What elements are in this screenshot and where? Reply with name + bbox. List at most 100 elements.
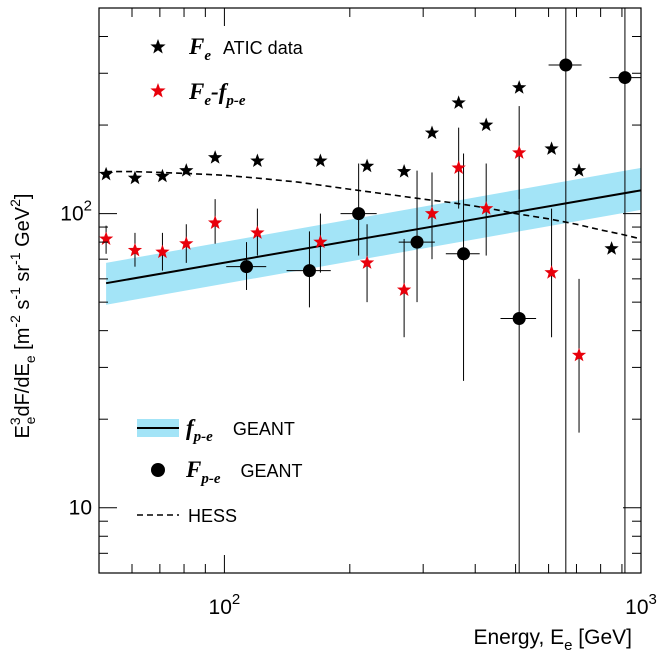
diff-point-6 <box>313 213 328 273</box>
red-star-marker <box>99 231 114 246</box>
legend-diff-sym2: f <box>219 79 229 104</box>
black-star-marker-7 <box>359 158 375 173</box>
red-star-marker <box>250 225 265 239</box>
y-label-part: 3 <box>7 417 23 425</box>
y-label-part: GeV <box>12 206 34 252</box>
circle-marker <box>457 247 471 261</box>
red-star-marker <box>127 242 143 257</box>
circle-marker <box>559 58 573 72</box>
plot-area <box>99 8 641 573</box>
y-label-part: sr <box>12 265 34 288</box>
circle-marker <box>410 235 424 249</box>
circle-point-4 <box>445 153 480 381</box>
legend-diff-sub1: e <box>204 93 211 109</box>
circle-point-0 <box>226 242 267 290</box>
legend-circle-marker <box>151 463 165 477</box>
diff-point-14 <box>571 278 587 433</box>
plot-frame <box>98 7 642 574</box>
diff-point-3 <box>179 224 194 263</box>
black-star-marker-0 <box>99 166 114 181</box>
black-star-marker-1 <box>127 170 143 185</box>
y-label-part: -1 <box>7 252 23 265</box>
fit-line <box>105 189 641 285</box>
red-star-marker <box>179 236 194 250</box>
red-star-marker <box>313 234 328 249</box>
black-star-marker-4 <box>207 150 223 164</box>
diff-point-2 <box>155 232 170 271</box>
red-star-marker <box>396 282 412 297</box>
x-tick-label-base: 10 <box>625 596 648 619</box>
circle-marker <box>240 260 254 274</box>
black-star-marker-2 <box>155 168 170 183</box>
black-star-marker-12 <box>512 80 527 94</box>
diff-point-0 <box>99 225 114 254</box>
y-label-part: ] <box>12 194 34 200</box>
y-tick-label-base: 10 <box>69 497 92 520</box>
diff-point-9 <box>424 172 440 260</box>
legend-hess-text: HESS <box>188 506 237 526</box>
black-star-marker-8 <box>396 164 412 178</box>
legend-diff-sub2: p-e <box>224 93 245 109</box>
y-axis-label: E3edF/dEe [m-2 s-1 sr-1 GeV2] <box>7 194 38 439</box>
x-tick-label-exp: 2 <box>232 591 240 608</box>
y-label-part: E <box>12 425 34 438</box>
legend-black-star <box>150 39 166 54</box>
y-label-part: e <box>22 416 38 424</box>
red-star-marker <box>544 265 559 279</box>
black-star-marker-5 <box>250 153 265 168</box>
black-star-marker-13 <box>544 141 559 155</box>
circle-marker <box>618 71 632 85</box>
red-star-marker <box>571 347 587 362</box>
diff-point-10 <box>451 127 466 209</box>
black-star-marker-15 <box>604 241 619 255</box>
y-tick-label-base: 10 <box>60 203 83 226</box>
legend-red-star <box>150 83 166 98</box>
diff-point-5 <box>250 208 265 256</box>
red-star-marker <box>424 206 440 220</box>
circle-marker <box>512 311 526 325</box>
legend-diff-label: Fe-fp-e <box>188 79 246 109</box>
red-star-marker <box>359 255 375 269</box>
black-star-marker-14 <box>571 163 587 177</box>
black-star-marker-6 <box>313 153 328 168</box>
y-label-part: s <box>12 300 34 316</box>
circle-marker <box>302 264 316 278</box>
legend-circ-label: Fp-e GEANT <box>185 457 303 487</box>
diff-point-8 <box>396 238 412 338</box>
y-tick-label: 10 <box>69 497 92 520</box>
diff-point-4 <box>207 199 223 244</box>
legend-band-sub: p-e <box>192 429 213 445</box>
legend-band-text: GEANT <box>233 419 295 439</box>
red-star-marker <box>155 244 170 259</box>
red-star-marker <box>479 201 494 215</box>
legend-diff-sym1: F <box>188 79 204 104</box>
circle-point-5 <box>500 153 537 573</box>
legend-circ-text: GEANT <box>241 461 303 481</box>
circle-point-2 <box>340 163 377 256</box>
circle-point-3 <box>398 170 435 303</box>
red-star-marker <box>512 145 527 159</box>
diff-point-11 <box>479 163 494 256</box>
black-star-marker-10 <box>451 95 466 109</box>
legend-atic-label: Fe ATIC data <box>188 34 304 64</box>
x-tick-label-base: 10 <box>209 596 232 619</box>
y-label-part: dF/dE <box>12 363 34 416</box>
black-star-marker-3 <box>179 163 194 177</box>
y-label-part: -1 <box>7 287 23 300</box>
x-axis-label: Energy, Ee [GeV] <box>473 626 632 654</box>
legend-atic-sym: F <box>188 34 204 59</box>
y-label-part: 2 <box>7 199 23 207</box>
red-star-marker <box>207 215 223 229</box>
black-star-marker-9 <box>424 125 440 140</box>
legend-circ-sym: F <box>185 457 201 482</box>
circle-marker <box>352 207 366 221</box>
legend-band-label: fp-e GEANT <box>186 415 295 445</box>
legend-circ-sub: p-e <box>199 471 220 487</box>
y-label-part: e <box>22 355 38 363</box>
black-star-marker-11 <box>479 117 494 132</box>
legend-atic-sub: e <box>204 48 211 64</box>
